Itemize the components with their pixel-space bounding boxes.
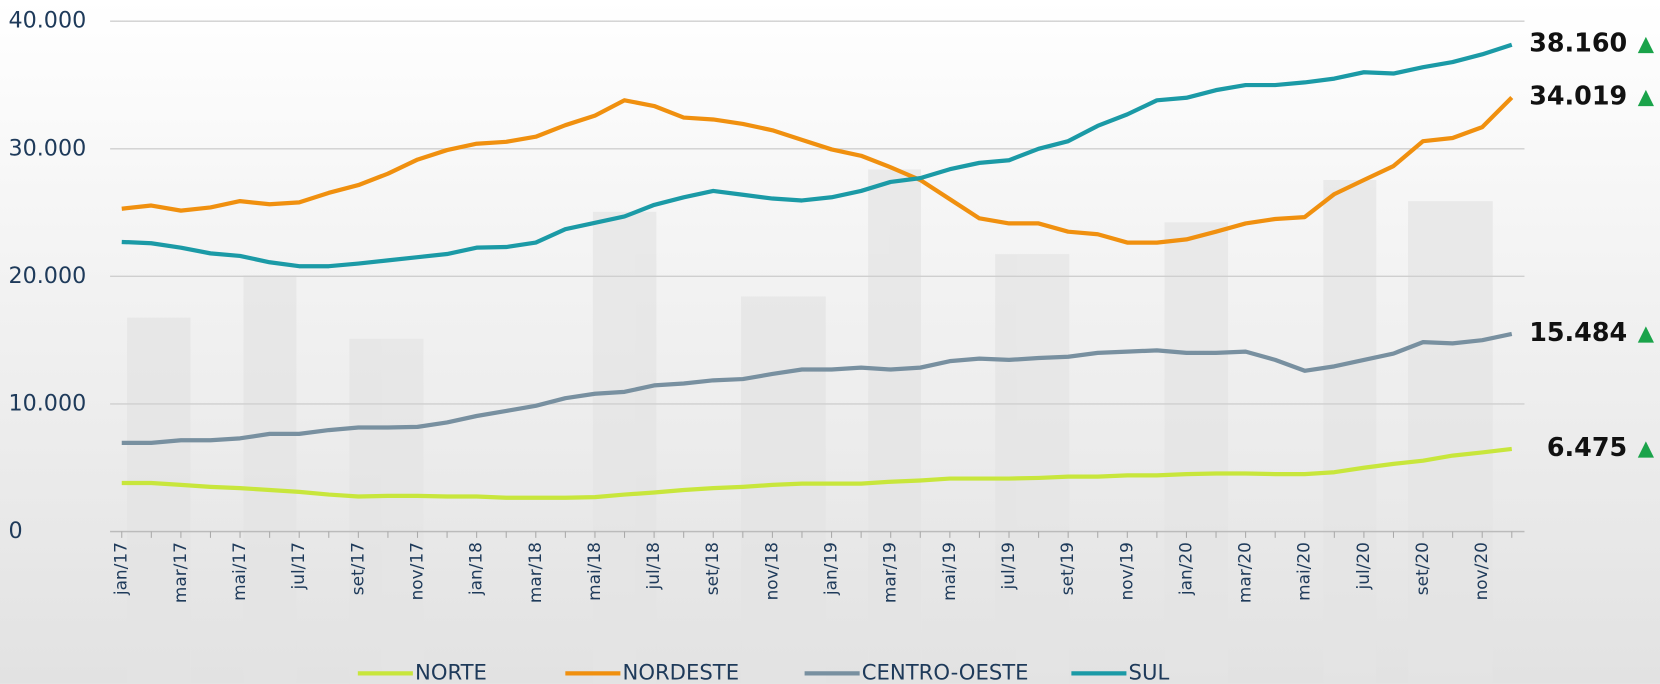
x-tick-label: set/18: [702, 542, 722, 595]
city-silhouette: [127, 169, 1493, 684]
legend-label: NORTE: [415, 659, 487, 684]
y-tick-label: 20.000: [8, 263, 86, 289]
trend-arrow: ▲: [1638, 84, 1655, 109]
x-tick-label: mai/20: [1294, 542, 1314, 601]
x-tick-label: nov/17: [407, 542, 427, 600]
end-value-label: 15.484: [1529, 317, 1627, 347]
end-value-label: 34.019: [1529, 81, 1627, 111]
x-tick-label: jan/20: [1175, 542, 1195, 596]
trend-arrow: ▲: [1638, 31, 1655, 56]
x-tick-label: jul/19: [998, 542, 1018, 590]
y-tick-label: 0: [8, 518, 22, 544]
x-tick-label: jan/17: [111, 542, 131, 596]
x-tick-label: jul/18: [643, 542, 663, 590]
series-line: [121, 96, 1514, 245]
x-tick-label: mar/18: [525, 542, 545, 603]
legend-label: CENTRO-OESTE: [862, 659, 1029, 684]
series-line: [121, 331, 1513, 446]
x-tick-label: set/19: [1057, 542, 1077, 595]
y-tick-label: 30.000: [8, 135, 86, 161]
end-value-label: 6.475: [1547, 432, 1627, 462]
series-line: [121, 42, 1513, 269]
x-tick-label: mai/18: [584, 542, 604, 601]
y-tick-label: 10.000: [8, 390, 86, 416]
x-tick-label: mar/17: [170, 542, 190, 603]
trend-arrow: ▲: [1638, 435, 1655, 460]
x-tick-label: mai/17: [229, 542, 249, 601]
x-tick-label: nov/18: [761, 542, 781, 600]
x-tick-label: jan/18: [466, 542, 486, 596]
x-tick-label: nov/19: [1116, 542, 1136, 600]
x-tick-label: mar/19: [880, 542, 900, 603]
legend-label: SUL: [1129, 659, 1170, 684]
x-tick-label: jan/19: [821, 542, 841, 596]
x-tick-label: jul/20: [1353, 542, 1373, 590]
trend-arrow: ▲: [1638, 320, 1655, 345]
y-tick-label: 40.000: [8, 8, 86, 34]
series-line: [121, 446, 1513, 500]
x-tick-label: set/20: [1412, 542, 1432, 595]
x-tick-label: mai/19: [939, 542, 959, 601]
end-value-label: 38.160: [1529, 28, 1627, 58]
x-tick-label: jul/17: [288, 542, 308, 590]
x-tick-label: set/17: [347, 542, 367, 595]
legend-label: NORDESTE: [623, 659, 740, 684]
x-tick-label: mar/20: [1235, 542, 1255, 603]
x-tick-label: nov/20: [1471, 542, 1491, 600]
